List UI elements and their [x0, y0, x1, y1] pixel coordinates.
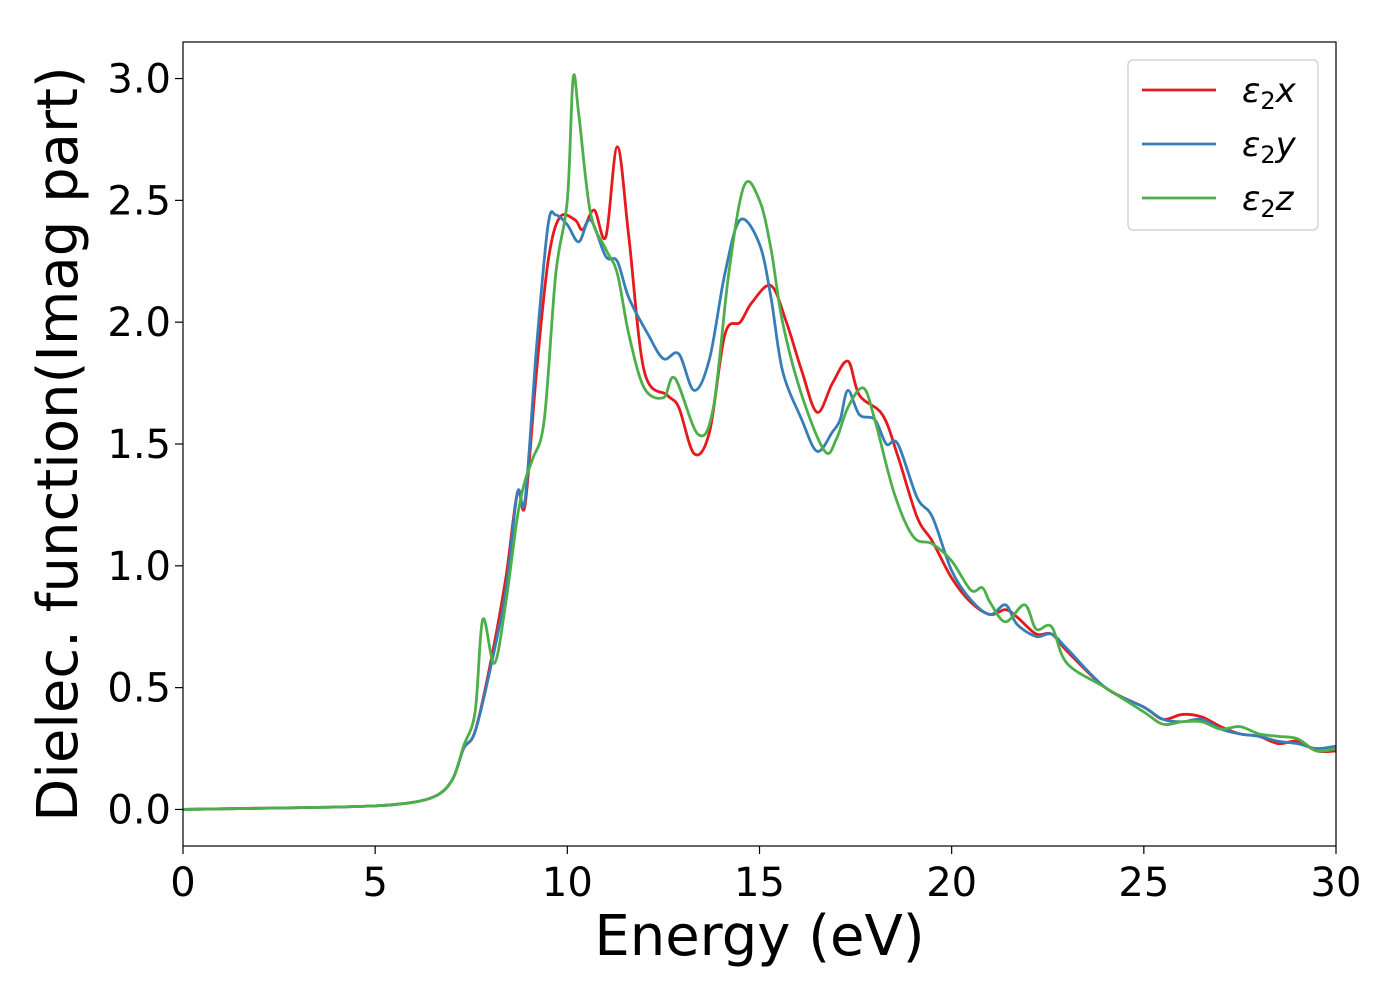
- x-tick-label: 25: [1118, 860, 1169, 906]
- legend-item-x: ε2x: [1142, 71, 1297, 115]
- x-axis-label: Energy (eV): [594, 904, 924, 969]
- x-tick-label: 15: [734, 860, 785, 906]
- legend-label: ε2x: [1242, 71, 1297, 115]
- legend: ε2x ε2y ε2z: [1127, 59, 1319, 231]
- series-layer: [183, 73, 1336, 811]
- y-tick-label: 2.0: [107, 300, 171, 346]
- legend-box: [1127, 59, 1319, 231]
- y-tick-label: 3.0: [107, 57, 171, 103]
- series-line-z: [183, 73, 1336, 811]
- x-tick-label: 10: [542, 860, 593, 906]
- x-tick-label: 0: [170, 860, 195, 906]
- y-tick-label: 1.0: [107, 544, 171, 590]
- y-tick-label: 1.5: [107, 422, 171, 468]
- legend-item-z: ε2z: [1142, 179, 1295, 223]
- x-tick-label: 30: [1311, 860, 1362, 906]
- legend-label: ε2z: [1242, 179, 1295, 223]
- y-tick-label: 0.0: [107, 787, 171, 833]
- legend-item-y: ε2y: [1142, 125, 1297, 169]
- series-line-y: [183, 210, 1336, 811]
- x-tick-label: 5: [362, 860, 387, 906]
- y-axis-label: Dielec. function(Imag part): [26, 66, 91, 822]
- legend-label: ε2y: [1242, 125, 1297, 169]
- ticks-layer: 0 5 10 15 20 25 30 0.0 0.5 1.0 1.5 2.0 2.5 3.0: [107, 57, 1361, 906]
- x-tick-label: 20: [926, 860, 977, 906]
- y-tick-label: 0.5: [107, 666, 171, 712]
- y-tick-label: 2.5: [107, 178, 171, 224]
